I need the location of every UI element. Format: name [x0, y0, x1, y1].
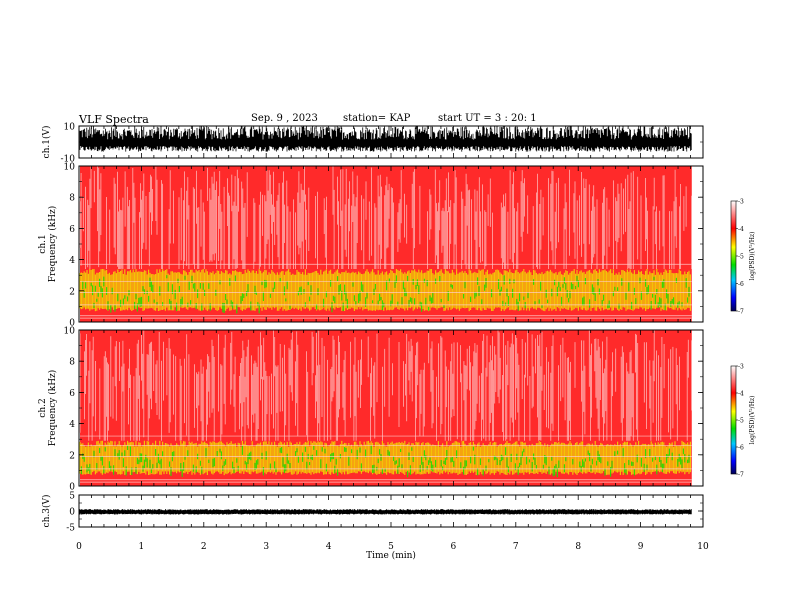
ch2-colorbar-tick-0: -3: [738, 364, 744, 371]
ch3-waveform-tick-2: -5: [66, 524, 75, 534]
ch2-spectrogram-tick-4: 8: [69, 358, 75, 368]
ch1-spectrogram-image: [79, 166, 692, 322]
ch2-colorbar-tick-4: -7: [738, 472, 744, 479]
x-tick-1: 1: [139, 542, 145, 552]
ch2-spectrogram-streaks: [79, 330, 692, 441]
ch1-spectrogram-tick-1: 2: [69, 287, 75, 297]
ch1-spectrogram-tick-3: 6: [69, 225, 75, 235]
ch1-spectrogram-tick-2: 4: [69, 256, 75, 266]
ch3-waveform-tick-1: 0: [69, 508, 75, 518]
ch2-colorbar-tick-2: -5: [738, 418, 744, 425]
ch1-spectrogram-tick-5: 10: [64, 163, 76, 173]
ch2-spectrogram-ylabel: ch.2Frequency (kHz): [38, 370, 58, 447]
date-label: Sep. 9 , 2023: [251, 113, 318, 124]
ch1-colorbar-tick-2: -5: [738, 254, 744, 261]
ch2-spectrogram-image: [79, 330, 692, 486]
ch1-colorbar-tick-1: -4: [738, 226, 744, 233]
x-tick-9: 9: [638, 542, 644, 552]
ch3-waveform-trace: [79, 509, 692, 515]
ch2-colorbar-tick-1: -4: [738, 391, 744, 398]
ch2-spectrogram-tick-0: 0: [69, 483, 75, 493]
ch2-colorbar: [730, 365, 737, 475]
ch2-colorbar-label: log(PSD)(V²/Hz): [749, 396, 756, 445]
ch1-spectrogram-ylabel: ch.1Frequency (kHz): [38, 206, 58, 283]
x-tick-2: 2: [201, 542, 207, 552]
ch2-spectrogram-background: [80, 330, 692, 486]
ch1-colorbar-tick-4: -7: [738, 309, 744, 316]
ch3-waveform-tick-0: 5: [69, 492, 75, 502]
ch1-waveform-tick-0: 10: [64, 123, 76, 133]
x-tick-4: 4: [326, 542, 332, 552]
ch2-spectrogram-tick-2: 4: [69, 420, 75, 430]
ch1-spectrogram-tick-4: 8: [69, 194, 75, 204]
x-tick-5: 5: [388, 542, 394, 552]
ch1-colorbar-tick-3: -6: [738, 281, 744, 288]
x-tick-8: 8: [575, 542, 581, 552]
ch1-waveform-tick-1: -10: [61, 155, 76, 165]
ch1-colorbar-label: log(PSD)(V²/Hz): [749, 232, 756, 281]
ch1-spectrogram-streaks: [79, 166, 692, 269]
ch2-spectrogram-tick-5: 10: [64, 327, 76, 337]
ch1-waveform-ylabel: ch.1(V): [41, 126, 52, 159]
plot-title: VLF Spectra: [79, 113, 149, 126]
ch2-colorbar-tick-3: -6: [738, 445, 744, 452]
ch1-colorbar: [730, 200, 737, 312]
ch1-waveform-trace: [79, 126, 692, 152]
ch1-colorbar-tick-0: -3: [738, 199, 744, 206]
ch1-spectrogram-band-green: [82, 275, 690, 314]
station-label: station= KAP: [343, 113, 411, 124]
x-tick-7: 7: [513, 542, 519, 552]
x-tick-0: 0: [76, 542, 82, 552]
x-tick-6: 6: [451, 542, 457, 552]
ch3-waveform-ylabel: ch.3(V): [41, 495, 52, 528]
ch1-spectrogram-tick-0: 0: [69, 319, 75, 329]
ch3-waveform-line: [79, 509, 692, 515]
x-tick-10: 10: [697, 542, 709, 552]
ch1-waveform-line: [79, 126, 692, 152]
ch2-spectrogram-tick-1: 2: [69, 451, 75, 461]
x-axis-label: Time (min): [366, 550, 416, 561]
start-time-label: start UT = 3 : 20: 1: [438, 113, 537, 124]
ch2-spectrogram-tick-3: 6: [69, 389, 75, 399]
x-tick-3: 3: [263, 542, 269, 552]
